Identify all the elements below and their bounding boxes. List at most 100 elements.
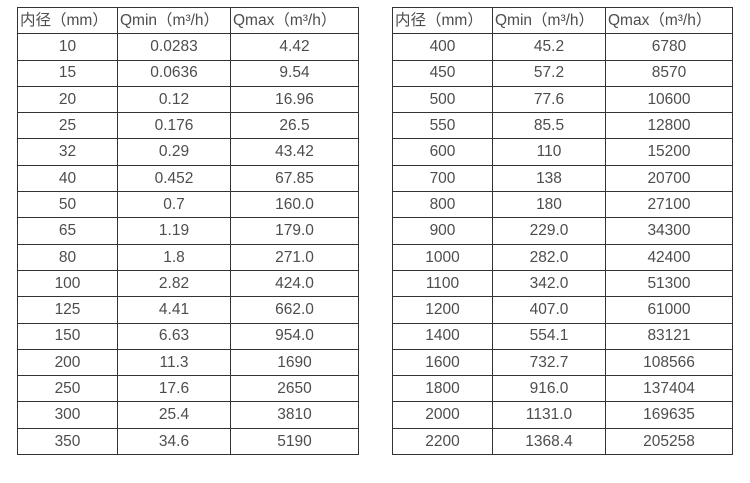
table-row: 700 138 20700 [392, 164, 733, 193]
table-cell: 8570 [605, 59, 733, 87]
table-row: 100 2.82 424.0 [17, 269, 359, 298]
table-row: 300 25.4 3810 [17, 401, 359, 429]
table-cell: 179.0 [230, 217, 359, 245]
table-cell: 1690 [230, 348, 359, 377]
table-cell: 554.1 [492, 322, 606, 350]
column-header: 内径（mm） [17, 6, 118, 35]
table-row: 600 110 15200 [392, 138, 733, 166]
table-cell: 205258 [605, 427, 733, 456]
table-cell: 6.63 [117, 322, 231, 350]
table-cell: 4.41 [117, 296, 231, 324]
table-row: 50 0.7 160.0 [17, 191, 359, 219]
table-cell: 271.0 [230, 243, 359, 271]
table-row: 900 229.0 34300 [392, 217, 733, 245]
table-row: 450 57.2 8570 [392, 59, 733, 87]
table-row: 10 0.0283 4.42 [17, 33, 359, 61]
table-row: 2200 1368.4 205258 [392, 427, 733, 456]
table-cell: 954.0 [230, 322, 359, 350]
table-row: 80 1.8 271.0 [17, 243, 359, 271]
table-cell: 0.452 [117, 164, 231, 193]
table-cell: 1368.4 [492, 427, 606, 456]
table-row: 15 0.0636 9.54 [17, 59, 359, 87]
table-row: 250 17.6 2650 [17, 375, 359, 403]
table-row: 800 180 27100 [392, 191, 733, 219]
table-cell: 125 [17, 296, 118, 324]
table-row: 500 77.6 10600 [392, 85, 733, 114]
table-cell: 1400 [392, 322, 493, 350]
table-cell: 150 [17, 322, 118, 350]
column-header: Qmax（m³/h） [230, 6, 359, 35]
table-cell: 11.3 [117, 348, 231, 377]
table-cell: 1.8 [117, 243, 231, 271]
table-cell: 1.19 [117, 217, 231, 245]
table-cell: 300 [17, 401, 118, 429]
table-cell: 5190 [230, 427, 359, 456]
table-cell: 2200 [392, 427, 493, 456]
table-cell: 4.42 [230, 33, 359, 61]
table-cell: 282.0 [492, 243, 606, 271]
table-row: 1800 916.0 137404 [392, 375, 733, 403]
table-cell: 169635 [605, 401, 733, 429]
table-cell: 15 [17, 59, 118, 87]
table-cell: 25 [17, 112, 118, 140]
table-cell: 800 [392, 191, 493, 219]
table-cell: 450 [392, 59, 493, 87]
table-cell: 40 [17, 164, 118, 193]
table-cell: 34.6 [117, 427, 231, 456]
table-row: 20 0.12 16.96 [17, 85, 359, 114]
table-cell: 160.0 [230, 191, 359, 219]
table-cell: 2000 [392, 401, 493, 429]
table-cell: 662.0 [230, 296, 359, 324]
table-cell: 342.0 [492, 269, 606, 298]
table-cell: 83121 [605, 322, 733, 350]
table-cell: 57.2 [492, 59, 606, 87]
table-cell: 1800 [392, 375, 493, 403]
table-cell: 26.5 [230, 112, 359, 140]
table-cell: 20 [17, 85, 118, 114]
table-cell: 1000 [392, 243, 493, 271]
table-cell: 61000 [605, 296, 733, 324]
table-cell: 900 [392, 217, 493, 245]
table-cell: 0.7 [117, 191, 231, 219]
table-cell: 110 [492, 138, 606, 166]
table-cell: 400 [392, 33, 493, 61]
table-cell: 600 [392, 138, 493, 166]
table-row: 65 1.19 179.0 [17, 217, 359, 245]
table-cell: 407.0 [492, 296, 606, 324]
table-cell: 2650 [230, 375, 359, 403]
table-cell: 51300 [605, 269, 733, 298]
table-cell: 27100 [605, 191, 733, 219]
table-cell: 17.6 [117, 375, 231, 403]
table-cell: 250 [17, 375, 118, 403]
column-header: 内径（mm） [392, 6, 493, 35]
table-cell: 80 [17, 243, 118, 271]
table-row: 150 6.63 954.0 [17, 322, 359, 350]
table-cell: 6780 [605, 33, 733, 61]
table-cell: 20700 [605, 164, 733, 193]
table-cell: 700 [392, 164, 493, 193]
table-row: 1200 407.0 61000 [392, 296, 733, 324]
table-cell: 108566 [605, 348, 733, 377]
column-header: Qmax（m³/h） [605, 6, 733, 35]
table-row: 2000 1131.0 169635 [392, 401, 733, 429]
table-cell: 1100 [392, 269, 493, 298]
table-cell: 43.42 [230, 138, 359, 166]
header-row: 内径（mm） Qmin（m³/h） Qmax（m³/h） [17, 6, 359, 35]
table-cell: 10 [17, 33, 118, 61]
table-cell: 550 [392, 112, 493, 140]
table-row: 1600 732.7 108566 [392, 348, 733, 377]
table-row: 125 4.41 662.0 [17, 296, 359, 324]
table-cell: 85.5 [492, 112, 606, 140]
table-cell: 0.0636 [117, 59, 231, 87]
table-cell: 1131.0 [492, 401, 606, 429]
table-row: 550 85.5 12800 [392, 112, 733, 140]
table-row: 40 0.452 67.85 [17, 164, 359, 193]
table-cell: 25.4 [117, 401, 231, 429]
table-cell: 0.29 [117, 138, 231, 166]
table-cell: 3810 [230, 401, 359, 429]
table-cell: 12800 [605, 112, 733, 140]
table-row: 200 11.3 1690 [17, 348, 359, 377]
table-cell: 424.0 [230, 269, 359, 298]
table-cell: 34300 [605, 217, 733, 245]
table-cell: 0.12 [117, 85, 231, 114]
